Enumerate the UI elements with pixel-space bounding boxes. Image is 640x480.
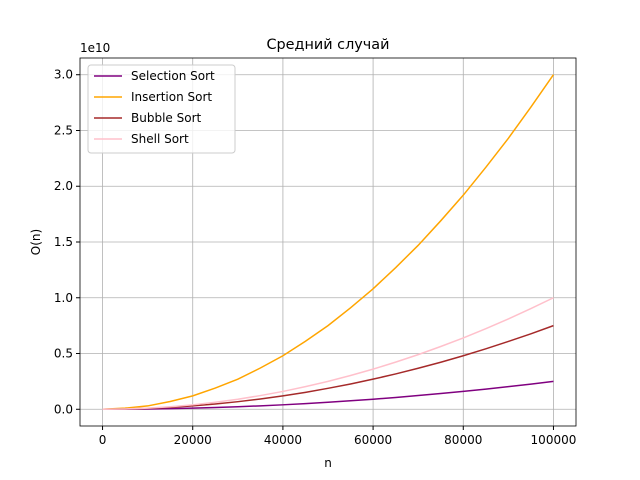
x-tick-label: 20000	[174, 433, 212, 447]
legend-frame	[87, 64, 236, 154]
y-tick-label: 2.5	[54, 123, 73, 137]
y-tick-label: 0.0	[54, 402, 73, 416]
x-tick-label: 80000	[444, 433, 482, 447]
x-tick-label: 0	[99, 433, 107, 447]
series-line	[102, 324, 554, 411]
y-tick-label: 2.0	[54, 179, 73, 193]
x-tick-label: 60000	[354, 433, 392, 447]
legend-label: Insertion Sort	[131, 90, 212, 104]
series-line	[102, 380, 554, 411]
x-tick-label: 40000	[264, 433, 302, 447]
x-tick-label: 100000	[531, 433, 577, 447]
chart-title: Средний случай	[267, 37, 390, 53]
legend-label: Selection Sort	[131, 69, 215, 83]
plot-frame	[79, 57, 577, 427]
y-tick-label: 1.5	[54, 235, 73, 249]
series-line	[102, 74, 555, 411]
y-axis-label: O(n)	[29, 229, 43, 255]
legend: Selection Sort Insertion Sort Bubble Sort S…	[87, 64, 236, 154]
legend-label: Shell Sort	[131, 132, 189, 146]
y-tick-label: 0.5	[54, 347, 73, 361]
y-tick-label: 1.0	[54, 291, 73, 305]
series-line	[102, 297, 554, 411]
x-axis-label: n	[324, 456, 332, 470]
legend-label: Bubble Sort	[131, 111, 201, 125]
y-tick-label: 3.0	[54, 68, 73, 82]
y-offset-label: 1e10	[80, 41, 110, 55]
